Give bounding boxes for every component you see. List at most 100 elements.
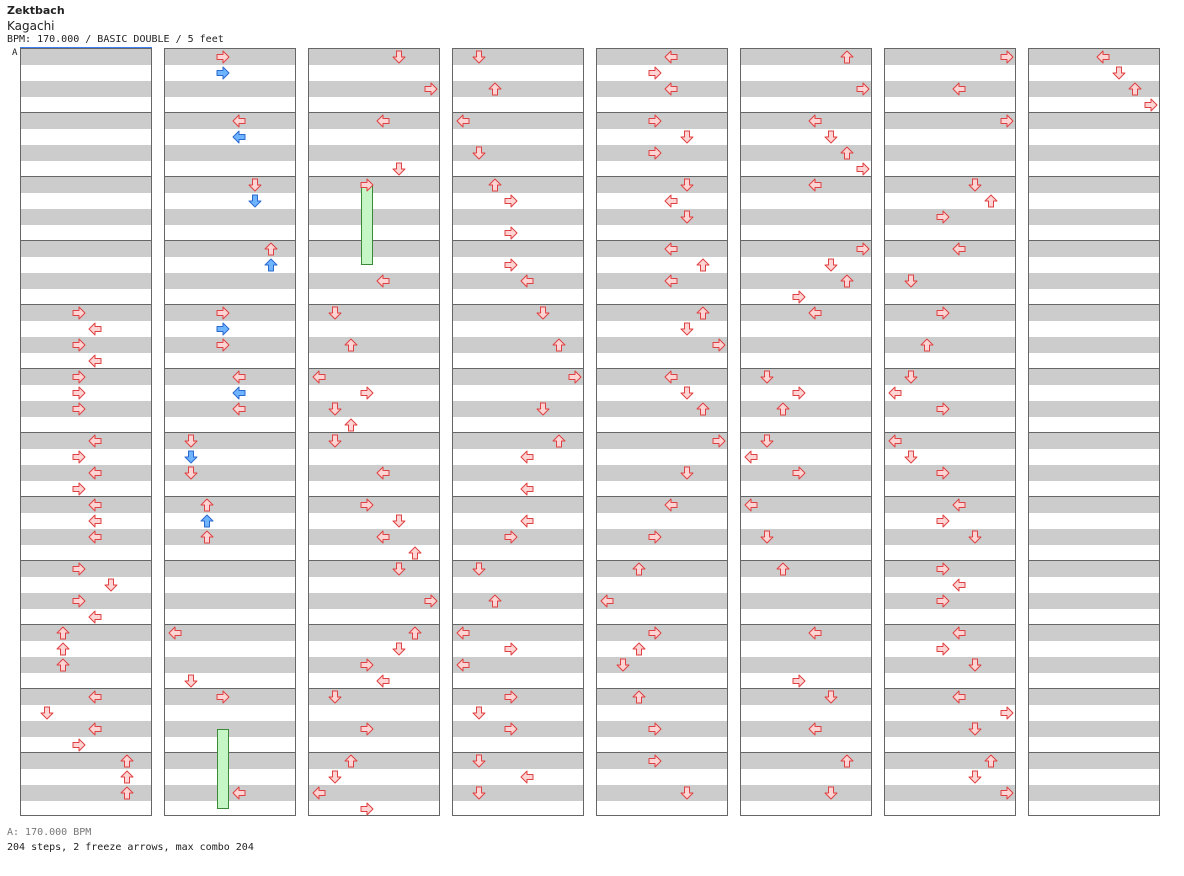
measure-line <box>165 304 295 305</box>
arrow-up <box>56 658 70 672</box>
measure-line <box>21 688 151 689</box>
arrow-up <box>120 770 134 784</box>
measure-line <box>741 176 871 177</box>
arrow-left <box>376 114 390 128</box>
measure-line <box>741 112 871 113</box>
arrow-left <box>952 578 966 592</box>
arrow-up <box>344 754 358 768</box>
measure-line <box>309 496 439 497</box>
arrow-down <box>1112 66 1126 80</box>
arrow-right <box>360 178 374 192</box>
arrow-left <box>744 498 758 512</box>
arrow-up <box>408 626 422 640</box>
arrow-up <box>200 530 214 544</box>
measure-line <box>21 752 151 753</box>
arrow-right <box>936 562 950 576</box>
arrow-left <box>88 690 102 704</box>
arrow-left <box>744 450 758 464</box>
arrow-left <box>232 370 246 384</box>
chart-info: BPM: 170.000 / BASIC DOUBLE / 5 feet <box>7 34 224 45</box>
arrow-right <box>712 434 726 448</box>
measure-line <box>1029 240 1159 241</box>
measure-line <box>597 496 727 497</box>
arrow-up <box>840 50 854 64</box>
arrow-down-blue <box>248 194 262 208</box>
freeze-arrow-right <box>217 729 229 809</box>
arrow-up <box>632 690 646 704</box>
measure-line <box>165 688 295 689</box>
arrow-right <box>936 594 950 608</box>
arrow-down <box>536 402 550 416</box>
measure-line <box>165 560 295 561</box>
arrow-down <box>472 146 486 160</box>
arrow-left <box>456 626 470 640</box>
arrow-right-blue <box>216 322 230 336</box>
arrow-left <box>88 322 102 336</box>
arrow-left <box>600 594 614 608</box>
arrow-right <box>72 370 86 384</box>
arrow-up-blue <box>200 514 214 528</box>
arrow-up <box>840 274 854 288</box>
arrow-down <box>472 562 486 576</box>
arrow-right <box>936 402 950 416</box>
arrow-left <box>88 610 102 624</box>
arrow-down <box>904 370 918 384</box>
arrow-right <box>216 50 230 64</box>
arrow-down <box>680 210 694 224</box>
arrow-left-blue <box>232 386 246 400</box>
chart-header: Zektbach Kagachi BPM: 170.000 / BASIC DO… <box>7 4 224 46</box>
chart-column-8 <box>1028 48 1160 816</box>
arrow-right <box>72 306 86 320</box>
arrow-down <box>536 306 550 320</box>
arrow-left <box>808 626 822 640</box>
arrow-right <box>648 66 662 80</box>
arrow-down <box>824 786 838 800</box>
measure-line <box>309 240 439 241</box>
freeze-arrow-right <box>361 185 373 265</box>
arrow-down <box>680 466 694 480</box>
measure-line <box>741 496 871 497</box>
measure-line <box>1029 368 1159 369</box>
measure-line <box>309 176 439 177</box>
chart-stats: 204 steps, 2 freeze arrows, max combo 20… <box>7 842 254 853</box>
measure-line <box>597 752 727 753</box>
arrow-up <box>120 754 134 768</box>
arrow-right <box>216 306 230 320</box>
arrow-down <box>824 690 838 704</box>
arrow-left <box>376 274 390 288</box>
measure-line <box>309 368 439 369</box>
measure-line <box>597 112 727 113</box>
arrow-right <box>1144 98 1158 112</box>
arrow-right <box>936 210 950 224</box>
arrow-up <box>408 546 422 560</box>
measure-line <box>165 432 295 433</box>
arrow-down <box>824 258 838 272</box>
arrow-left <box>88 530 102 544</box>
chart-column-6 <box>740 48 872 816</box>
measure-line <box>453 560 583 561</box>
arrow-down <box>904 274 918 288</box>
arrow-left <box>952 82 966 96</box>
measure-line <box>21 368 151 369</box>
arrow-right <box>360 658 374 672</box>
arrow-right <box>504 194 518 208</box>
arrow-left <box>376 674 390 688</box>
chart-column-1 <box>20 48 152 816</box>
arrow-up <box>264 242 278 256</box>
arrow-right <box>72 594 86 608</box>
measure-line <box>21 624 151 625</box>
arrow-down <box>616 658 630 672</box>
measure-line <box>453 368 583 369</box>
arrow-left <box>456 658 470 672</box>
arrow-left <box>664 50 678 64</box>
arrow-up <box>344 338 358 352</box>
arrow-right <box>648 626 662 640</box>
arrow-left <box>888 434 902 448</box>
arrow-left <box>520 274 534 288</box>
chart-footer: A: 170.000 BPM 204 steps, 2 freeze arrow… <box>7 825 254 855</box>
measure-line <box>885 240 1015 241</box>
measure-line <box>1029 432 1159 433</box>
arrow-up <box>840 754 854 768</box>
arrow-left <box>168 626 182 640</box>
measure-line <box>885 496 1015 497</box>
